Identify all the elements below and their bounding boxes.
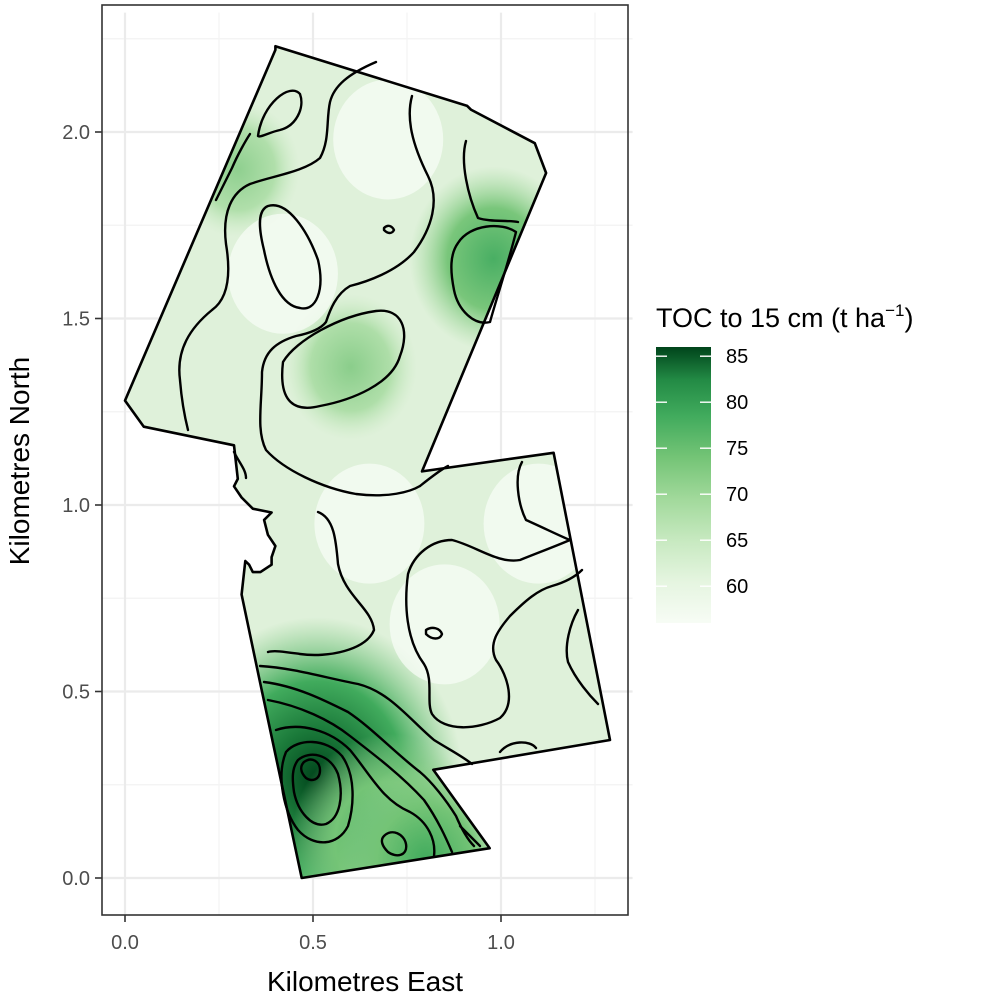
x-tick-label: 0.0 bbox=[111, 932, 139, 954]
contour-line bbox=[405, 538, 584, 729]
contour-line bbox=[259, 94, 435, 497]
contour-line bbox=[274, 725, 436, 858]
legend-title-end: ) bbox=[904, 303, 913, 333]
contour-line bbox=[424, 626, 444, 640]
y-tick-label: 2.0 bbox=[62, 122, 90, 144]
contour-line bbox=[266, 510, 376, 657]
legend: TOC to 15 cm (t ha−1) 60 65 70 75 80 85 bbox=[656, 301, 913, 623]
legend-tick-label: 75 bbox=[726, 438, 748, 460]
contour-line bbox=[266, 698, 454, 854]
y-axis: 0.0 0.5 1.0 1.5 2.0 bbox=[62, 122, 102, 890]
contour-line bbox=[280, 309, 406, 409]
contour-line bbox=[382, 224, 396, 235]
contour-line bbox=[450, 224, 518, 324]
contour-line bbox=[462, 139, 520, 224]
contour-line bbox=[256, 89, 303, 138]
contour-line bbox=[300, 758, 322, 782]
panel-border bbox=[101, 4, 629, 916]
contour-lines bbox=[178, 60, 600, 858]
legend-title-main: TOC to 15 cm (t ha bbox=[656, 303, 886, 333]
contour-line bbox=[258, 664, 474, 766]
field-boundary bbox=[123, 44, 612, 880]
legend-title: TOC to 15 cm (t ha−1) bbox=[656, 301, 913, 333]
legend-title-superscript: −1 bbox=[885, 301, 904, 320]
toc-low-patch bbox=[333, 79, 444, 200]
x-tick-label: 0.5 bbox=[299, 932, 327, 954]
y-tick-label: 0.5 bbox=[62, 682, 90, 704]
y-tick-label: 1.5 bbox=[62, 309, 90, 331]
legend-colorbar bbox=[656, 347, 711, 623]
contour-line bbox=[498, 741, 538, 754]
contour-line bbox=[458, 824, 482, 848]
toc-hotspot bbox=[284, 293, 417, 441]
legend-tick-label: 60 bbox=[726, 576, 748, 598]
contour-line bbox=[565, 608, 600, 706]
legend-ticks: 60 65 70 75 80 85 bbox=[656, 346, 748, 598]
legend-tick-label: 65 bbox=[726, 530, 748, 552]
x-axis: 0.0 0.5 1.0 bbox=[111, 915, 515, 954]
contour-line bbox=[262, 680, 476, 848]
y-axis-title: Kilometres North bbox=[4, 357, 35, 566]
y-tick-label: 1.0 bbox=[62, 495, 90, 517]
contour-line bbox=[291, 753, 342, 826]
legend-tick-label: 80 bbox=[726, 392, 748, 414]
contour-line bbox=[380, 831, 408, 857]
legend-tick-label: 70 bbox=[726, 484, 748, 506]
legend-tick-label: 85 bbox=[726, 346, 748, 368]
contour-line bbox=[178, 60, 378, 432]
contour-line bbox=[258, 204, 322, 310]
x-tick-label: 1.0 bbox=[487, 932, 515, 954]
x-axis-title: Kilometres East bbox=[267, 966, 463, 997]
y-tick-label: 0.0 bbox=[62, 868, 90, 890]
contour-line bbox=[214, 132, 252, 202]
